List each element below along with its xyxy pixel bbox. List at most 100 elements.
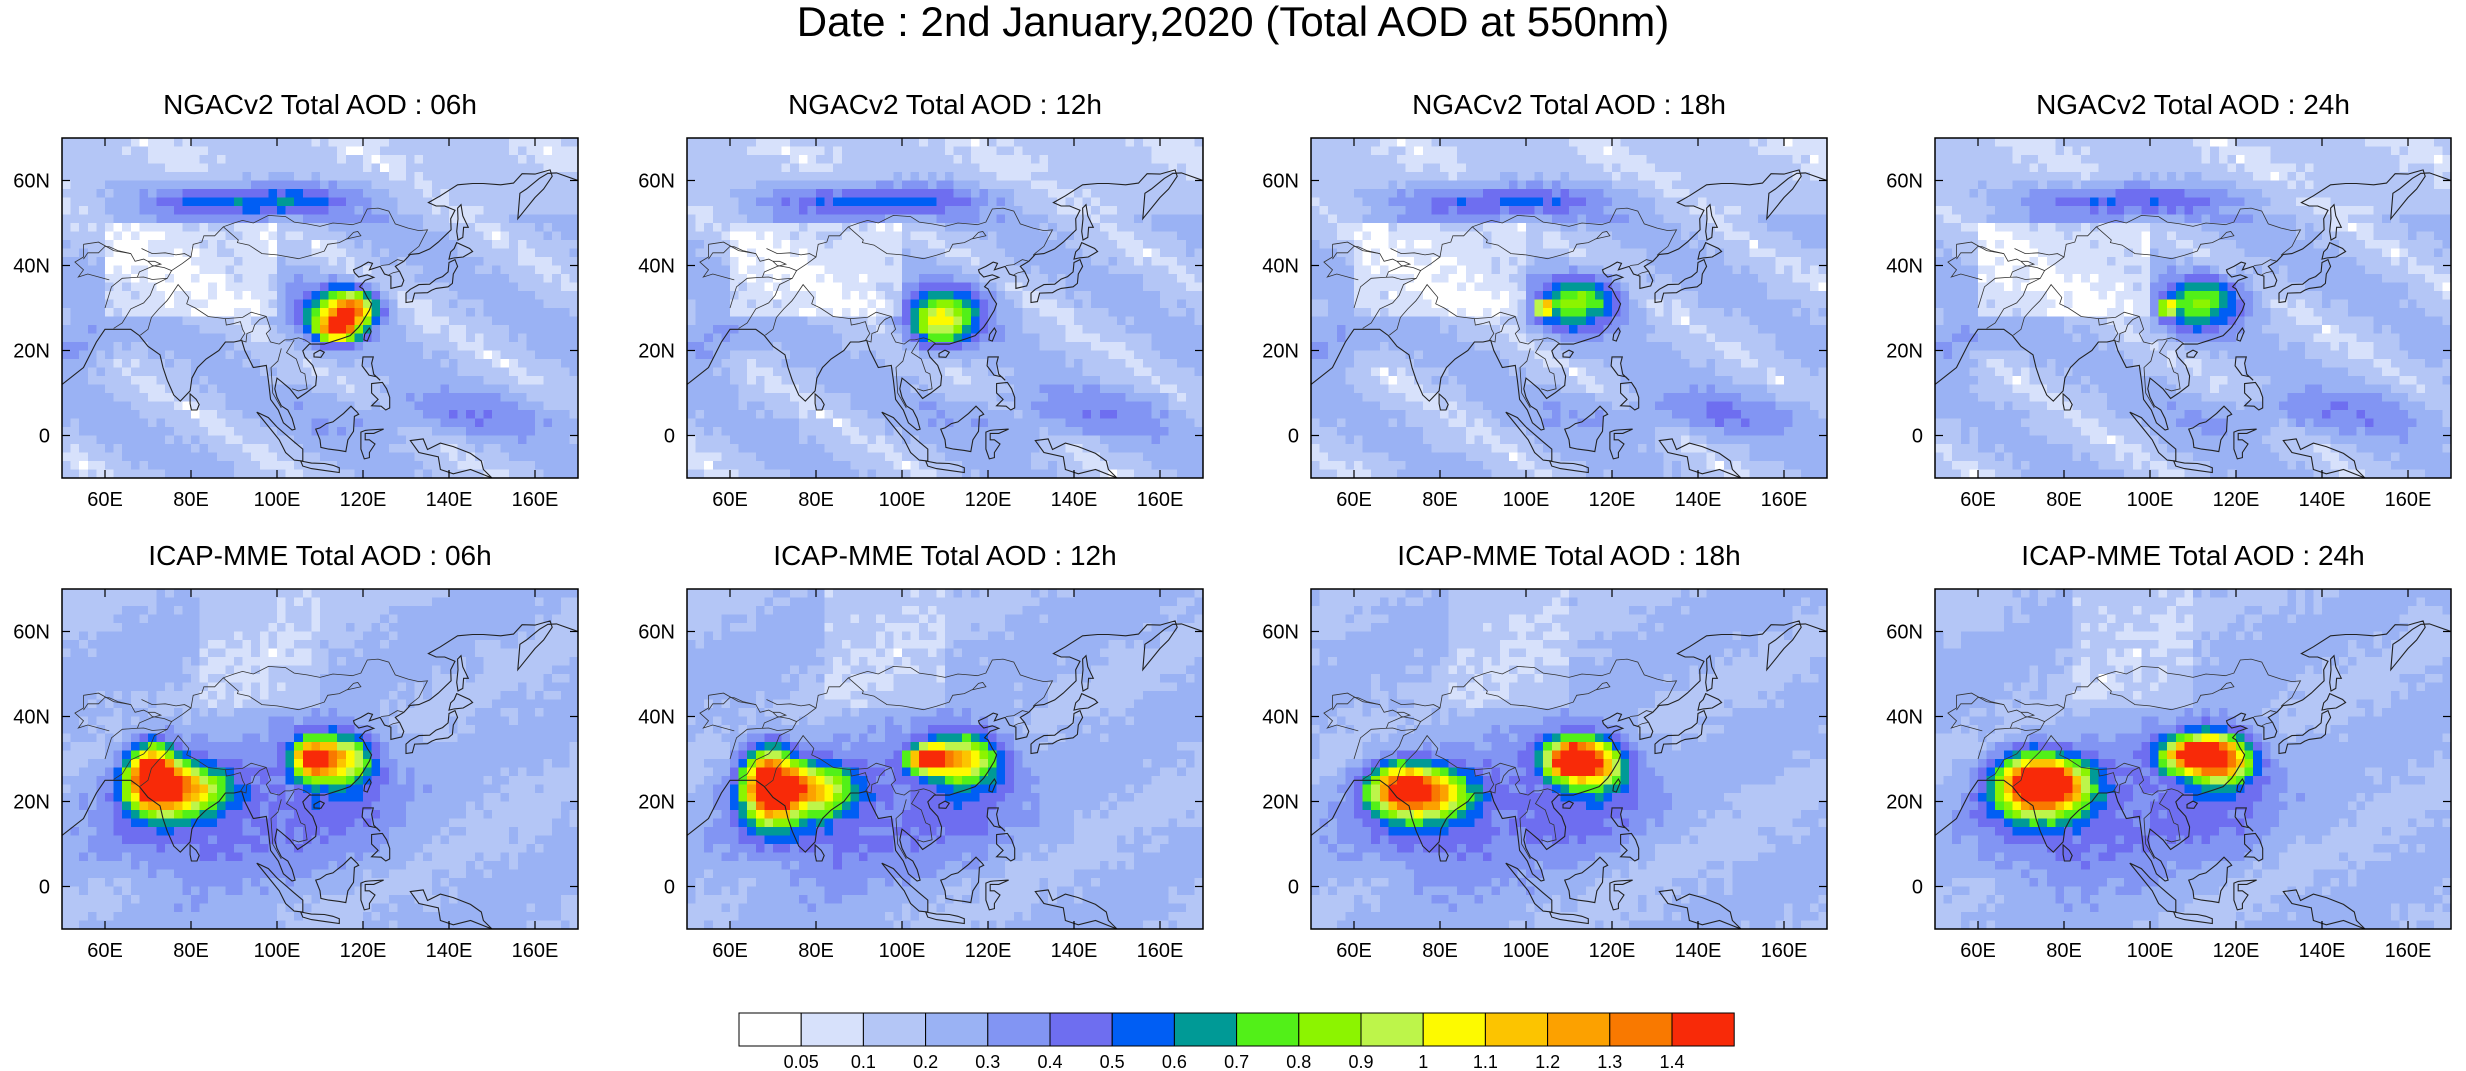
country-border [1519,799,1531,860]
aod-map: 60E 80E 100E 120E 140E 160E 0 20N 40N 60N [638,137,1204,511]
country-border [223,226,362,260]
panel-title: ICAP-MME Total AOD : 06h [148,540,492,571]
lon-tick-label: 100E [254,489,301,511]
colorbar-label: 0.2 [913,1052,938,1071]
country-border [1385,711,1412,729]
figure-title: Date : 2nd January,2020 (Total AOD at 55… [796,0,1670,45]
country-border [270,348,282,409]
country-border [381,710,404,717]
coastlines [1935,138,2451,478]
coastline [1548,460,1589,474]
country-border [2261,271,2273,276]
country-border [1472,677,1611,711]
lon-tick-label: 100E [1503,489,1550,511]
map-panel-ngacv2-12h: NGACv2 Total AOD : 12h 60E 80E 100E 120E 140E… [638,86,1287,526]
country-border [2096,677,2235,711]
country-border [1332,696,1380,711]
colorbar-swatch [1484,1012,1549,1047]
country-border [285,790,308,843]
lon-tick-label: 120E [965,940,1012,962]
country-border [2261,722,2273,727]
colorbar-label: 1.1 [1473,1052,1498,1071]
coastline [995,832,1016,862]
lon-tick-label: 60E [87,489,123,511]
coastline [361,356,381,381]
lat-tick-label: 20N [638,792,675,814]
lon-tick-label: 100E [254,940,301,962]
lon-tick-label: 120E [340,940,387,962]
coastline [2278,709,2332,755]
coastline [1438,392,1449,411]
colorbar-swatch [1298,1012,1362,1047]
coastline [409,889,493,929]
lon-tick-label: 120E [965,489,1012,511]
lon-tick-label: 160E [2385,940,2432,962]
aod-field-image [1935,589,2451,929]
coastline [189,843,200,862]
map-frame [686,588,1204,930]
country-border [1013,271,1025,276]
map-panel-ngacv2-18h: NGACv2 Total AOD : 18h 60E 80E 100E 120E 140E… [1262,86,1911,526]
aod-colorbar: 0.05 0.1 0.2 0.3 0.4 0.5 0.6 0.7 0.8 0.9 1 1.1 1.2 1.… [738,1012,1735,1071]
colorbar-swatch [1173,1012,1238,1047]
country-border [171,658,429,722]
colorbar-swatch [1360,1012,1424,1047]
country-border [381,259,404,266]
aod-map: 60E 80E 100E 120E 140E 160E 0 20N 40N 60N [1886,588,2452,962]
colorbar-swatch [1547,1012,1611,1047]
coastline [1610,807,1630,832]
coastlines [1311,589,1827,929]
aod-field-image [687,589,1203,929]
lon-tick-label: 80E [798,489,834,511]
coastline [988,777,997,793]
country-border [2158,790,2181,843]
coastline [62,589,578,882]
coastline [2234,356,2254,381]
lon-tick-label: 80E [1422,489,1458,511]
coastline [1697,692,1723,711]
coastline [1073,692,1099,711]
map-frame [1934,588,2452,930]
lat-tick-label: 20N [1886,792,1923,814]
coastline [1612,326,1621,342]
country-border [1006,259,1029,266]
coastline [1619,832,1640,862]
coastline [1935,138,2451,431]
lon-tick-label: 60E [1960,489,1996,511]
country-border [1474,316,1516,343]
country-border [1006,710,1029,717]
country-border [1013,722,1025,727]
coastline [2282,889,2366,929]
colorbar-label: 0.9 [1348,1052,1373,1071]
coastline [1654,258,1708,304]
country-border [171,207,429,271]
lon-tick-label: 160E [2385,489,2432,511]
lon-tick-label: 80E [1422,940,1458,962]
country-border [2013,734,2185,796]
coastline [1081,654,1095,692]
country-border [910,790,933,843]
coastline [1311,589,1827,882]
lon-tick-label: 60E [87,940,123,962]
aod-field-image [687,138,1203,478]
country-border [848,677,987,711]
country-border [2254,259,2277,266]
lon-tick-label: 120E [1589,489,1636,511]
country-border [1420,207,1678,271]
lon-tick-label: 80E [2046,489,2082,511]
lon-tick-label: 100E [2127,940,2174,962]
coastline [360,879,384,911]
coastline [313,800,326,809]
coastline [687,138,1203,431]
coastline [313,349,326,358]
lat-tick-label: 60N [638,171,675,193]
country-border [113,728,168,780]
lat-tick-label: 0 [39,426,50,448]
lat-tick-label: 60N [1886,622,1923,644]
coastline [2236,326,2245,342]
country-border [140,734,312,796]
country-border [766,699,817,709]
lon-tick-label: 100E [879,940,926,962]
lon-tick-label: 160E [1137,940,1184,962]
colorbar-swatch [738,1012,802,1047]
